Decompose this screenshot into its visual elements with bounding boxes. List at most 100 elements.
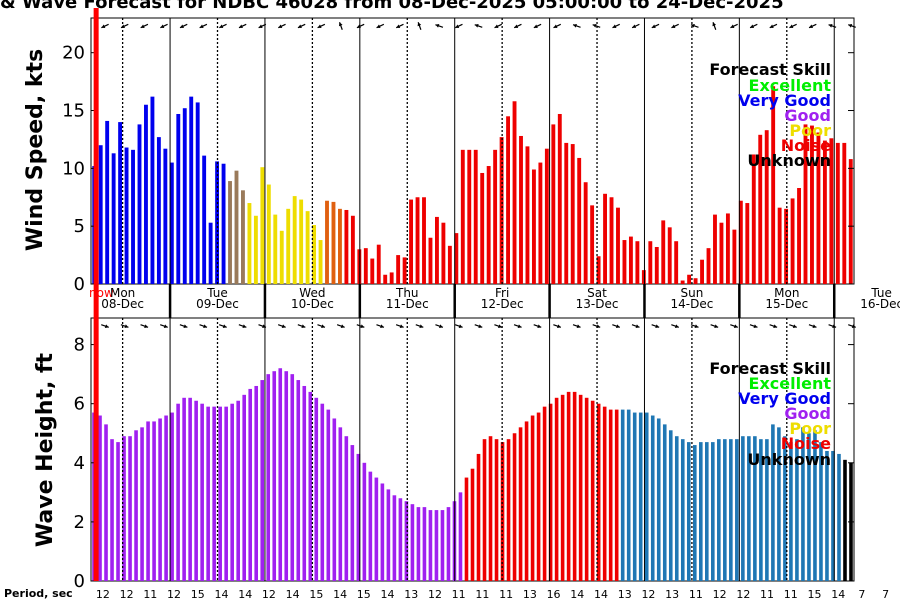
wind-bar	[318, 240, 323, 284]
wave-direction-arrow	[631, 324, 640, 328]
wind-direction-arrow	[808, 23, 817, 29]
wind-bar	[519, 135, 523, 284]
wave-bar	[386, 489, 391, 581]
wind-bar	[402, 257, 407, 284]
wave-bar	[668, 430, 673, 581]
wind-bar	[506, 116, 510, 284]
wave-bar	[566, 391, 571, 581]
wind-day-grid	[121, 18, 835, 284]
period-value: 11	[452, 588, 466, 600]
wind-bar	[189, 96, 194, 284]
wind-legend-excellent: Excellent	[749, 76, 832, 95]
day-name-label: Mon	[110, 286, 135, 300]
wave-bar	[729, 439, 733, 581]
wind-ytick-label: 0	[74, 274, 85, 295]
wind-direction-arrow	[454, 23, 463, 29]
wave-bar	[662, 424, 667, 581]
wind-ytick-label: 15	[62, 101, 85, 122]
wave-bar	[104, 424, 108, 581]
wind-direction-arrow	[417, 22, 422, 30]
wave-bar	[608, 409, 613, 581]
wave-bar	[747, 436, 751, 581]
wind-bar	[829, 138, 834, 284]
wave-bar	[584, 397, 589, 581]
wind-bar	[105, 120, 110, 285]
wave-bar	[596, 403, 601, 581]
wave-bar	[692, 445, 697, 581]
period-value: 16	[547, 588, 561, 600]
wind-bar	[131, 149, 135, 284]
wave-bar	[476, 453, 481, 581]
period-value: 14	[333, 588, 347, 600]
wave-bar	[614, 409, 619, 581]
wind-bar	[544, 148, 549, 284]
wind-direction-arrow	[533, 23, 542, 29]
wind-bar	[202, 155, 207, 284]
wind-bar	[764, 130, 769, 284]
wind-direction-arrow	[356, 23, 365, 29]
period-value: 15	[309, 588, 323, 600]
wind-legend-poor: Poor	[789, 121, 831, 140]
wind-legend: Forecast Skill Excellent Very Good Good …	[709, 60, 831, 170]
day-date-label: 12-Dec	[481, 297, 524, 311]
wind-bar	[816, 132, 821, 284]
wave-bar	[807, 433, 811, 581]
wind-direction-arrow	[592, 24, 601, 28]
wind-bar	[603, 193, 607, 284]
wind-legend-good: Good	[784, 106, 831, 125]
wave-bar	[110, 439, 114, 581]
period-value: 12	[736, 588, 750, 600]
wind-bar	[376, 244, 381, 284]
wind-direction-arrow	[690, 24, 699, 28]
day-date-label: 13-Dec	[576, 297, 619, 311]
wind-bar	[286, 208, 291, 284]
wave-direction-arrow	[494, 324, 503, 328]
wind-bar	[557, 113, 562, 285]
wind-bar	[144, 104, 148, 285]
wave-bar	[272, 371, 277, 581]
wave-bar	[656, 418, 661, 581]
wave-bar	[296, 380, 301, 581]
wave-bar	[248, 388, 253, 581]
day-name-label: Sat	[587, 286, 607, 300]
wind-bar	[260, 167, 265, 284]
period-label: Period, sec	[4, 587, 73, 600]
wave-direction-arrow	[435, 324, 444, 328]
wave-bar	[572, 391, 577, 581]
wave-bar	[206, 406, 210, 581]
wave-bar	[260, 380, 265, 581]
wind-bar	[590, 205, 595, 284]
wave-bar	[266, 374, 271, 581]
wave-bar	[753, 436, 757, 581]
wave-direction-arrow	[297, 324, 306, 328]
wind-bar	[228, 181, 232, 284]
wave-bar	[200, 403, 204, 581]
wave-bar	[290, 374, 295, 581]
wave-y-label: Wave Height, ft	[33, 352, 58, 547]
wind-bar	[266, 184, 271, 284]
wind-direction-arrow	[238, 23, 247, 29]
wave-bar	[308, 391, 313, 581]
wave-bar	[380, 483, 385, 581]
wave-bar	[626, 409, 631, 581]
wave-direction-arrow	[160, 324, 168, 328]
wind-bar	[635, 241, 640, 284]
wave-ytick-label: 4	[74, 453, 85, 474]
wave-direction-arrow	[533, 324, 542, 328]
wave-bar	[458, 492, 463, 581]
period-value: 12	[167, 588, 181, 600]
wave-bar	[464, 477, 469, 581]
wind-bar	[163, 148, 168, 284]
period-value: 15	[191, 588, 205, 600]
wind-ytick-label: 5	[74, 216, 85, 237]
wind-bar	[305, 211, 310, 284]
wave-bar	[530, 415, 535, 581]
wave-bar	[446, 507, 451, 581]
wind-bar	[706, 248, 711, 284]
wave-bar	[512, 433, 517, 581]
wave-legend-title: Forecast Skill	[709, 359, 831, 378]
wind-legend-noise: Noise	[781, 136, 831, 155]
wave-bar	[542, 406, 547, 581]
period-value: 11	[475, 588, 489, 600]
